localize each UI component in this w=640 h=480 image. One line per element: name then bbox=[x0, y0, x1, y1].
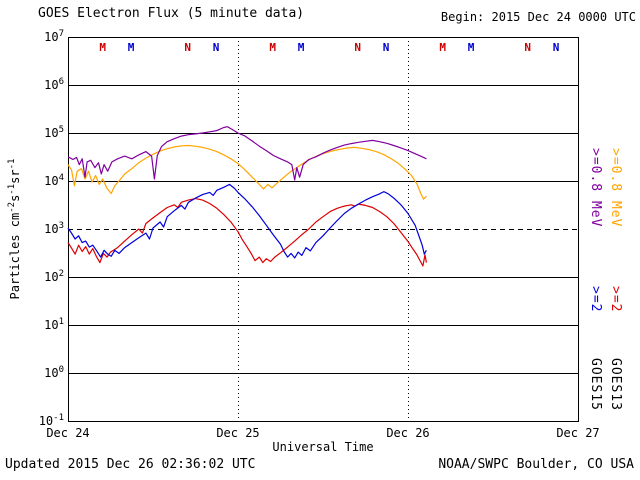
x-axis-label: Universal Time bbox=[272, 440, 374, 454]
satellite-midnight-marker: M bbox=[467, 41, 475, 54]
x-tick-label: Dec 24 bbox=[46, 426, 90, 440]
satellite-midnight-marker: M bbox=[269, 41, 277, 54]
legend-goes13-energy-low: >=2 bbox=[608, 286, 623, 313]
satellite-midnight-marker: M bbox=[127, 41, 135, 54]
y-tick-label: 103 bbox=[44, 221, 64, 236]
series-line-goes15-2mev bbox=[67, 183, 427, 259]
legend-goes15-energy-high: >=0.8 MeV bbox=[588, 148, 603, 228]
satellite-noon-marker: N bbox=[184, 41, 192, 54]
y-tick-label: 105 bbox=[44, 125, 64, 140]
y-tick-label: 107 bbox=[44, 29, 64, 44]
satellite-midnight-marker: M bbox=[297, 41, 305, 54]
series-line-goes15-0p8mev bbox=[67, 126, 427, 181]
y-tick-label: 101 bbox=[44, 317, 64, 332]
satellite-noon-marker: N bbox=[382, 41, 390, 54]
y-tick-label: 106 bbox=[44, 77, 64, 92]
legend-goes15-satellite: GOES15 bbox=[588, 358, 603, 411]
x-tick-label: Dec 25 bbox=[216, 426, 260, 440]
x-tick-label: Dec 26 bbox=[386, 426, 430, 440]
y-tick-label: 100 bbox=[44, 365, 64, 380]
legend-goes13-energy-high: >=0.8 MeV bbox=[608, 148, 623, 228]
begin-time-label: Begin: 2015 Dec 24 0000 UTC bbox=[440, 10, 636, 24]
series-line-goes13-2mev bbox=[67, 198, 427, 267]
y-tick-label: 104 bbox=[44, 173, 64, 188]
updated-timestamp: Updated 2015 Dec 26 02:36:02 UTC bbox=[5, 457, 256, 472]
series-line-goes13-0p8mev bbox=[67, 144, 427, 200]
satellite-noon-marker: N bbox=[354, 41, 362, 54]
satellite-midnight-marker: M bbox=[99, 41, 107, 54]
y-tick-label: 10-1 bbox=[38, 413, 64, 428]
satellite-noon-marker: N bbox=[212, 41, 220, 54]
legend-goes13-satellite: GOES13 bbox=[608, 358, 623, 411]
satellite-noon-marker: N bbox=[552, 41, 560, 54]
satellite-midnight-marker: M bbox=[439, 41, 447, 54]
noaa-credit: NOAA/SWPC Boulder, CO USA bbox=[438, 457, 634, 472]
x-tick-label: Dec 27 bbox=[556, 426, 600, 440]
legend-goes15-energy-low: >=2 bbox=[588, 286, 603, 313]
y-tick-label: 102 bbox=[44, 269, 64, 284]
satellite-noon-marker: N bbox=[524, 41, 532, 54]
chart-title: GOES Electron Flux (5 minute data) bbox=[38, 6, 305, 21]
